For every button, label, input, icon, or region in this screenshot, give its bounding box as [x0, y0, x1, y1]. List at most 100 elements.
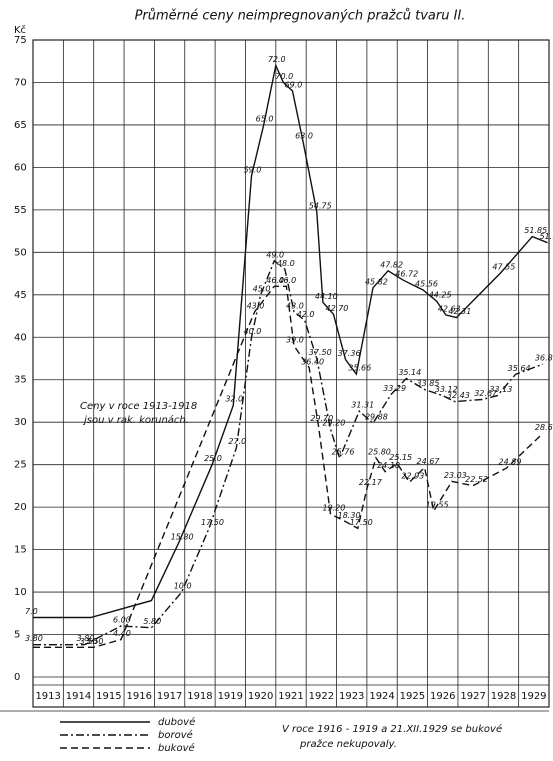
- data-label: 19.20: [322, 503, 345, 512]
- data-label: 37.36: [338, 349, 361, 358]
- data-label: 45.82: [365, 277, 388, 286]
- x-tick-label: 1923: [339, 691, 364, 702]
- data-label: 35.14: [398, 368, 421, 377]
- y-unit: Kč: [14, 24, 26, 36]
- y-tick-label: 70: [14, 77, 27, 88]
- data-label: 3.50: [86, 637, 104, 646]
- data-label: 23.03: [444, 471, 467, 480]
- data-label: 29.70: [310, 414, 333, 423]
- x-tick-label: 1916: [127, 691, 152, 702]
- data-label: 51.85: [524, 226, 547, 235]
- data-label: 42.70: [325, 304, 348, 313]
- data-label: 29.20: [322, 418, 345, 427]
- frame: [32, 39, 550, 708]
- data-label: 10.0: [174, 582, 192, 591]
- data-label: 24.67: [417, 457, 441, 466]
- x-tick-label: 1922: [309, 691, 334, 702]
- data-label: 42.31: [448, 307, 471, 316]
- data-label: 35.64: [508, 364, 531, 373]
- data-label: 70.0: [275, 72, 293, 81]
- x-tick-label: 1926: [430, 691, 455, 702]
- data-label: 31.31: [351, 401, 374, 410]
- data-label: 39.0: [286, 335, 304, 344]
- note: pražce nekupovaly.: [299, 738, 397, 750]
- data-label: 40.0: [244, 327, 262, 336]
- data-label: 32.0: [225, 395, 243, 404]
- data-label: 25.80: [368, 447, 391, 456]
- data-label: 36.40: [301, 357, 324, 366]
- x-tick-label: 1924: [369, 691, 394, 702]
- data-label: 17.50: [201, 518, 224, 527]
- series-line: [33, 285, 544, 648]
- x-tick-label: 1929: [521, 691, 546, 702]
- y-tick-label: 75: [14, 35, 27, 46]
- series-line: [33, 63, 548, 619]
- data-label: 33.29: [383, 384, 406, 393]
- data-label: 35.66: [348, 364, 371, 373]
- chart-title: Průměrné ceny neimpregnovaných pražců tv…: [135, 9, 466, 24]
- data-label: 42.63: [438, 304, 461, 313]
- legend-label: bukové: [158, 742, 195, 754]
- legend-label: borové: [158, 729, 193, 741]
- x-tick-label: 1914: [66, 691, 91, 702]
- x-tick-label: 1919: [218, 691, 243, 702]
- note: V roce 1916 - 1919 a 21.XII.1929 se buko…: [282, 723, 502, 735]
- data-label: 6.00: [113, 616, 131, 625]
- data-label: 4.40: [113, 629, 131, 638]
- data-label: 25.76: [332, 448, 355, 457]
- annotation: jsou v rak. korunách.: [82, 414, 189, 426]
- data-label: 44.25: [429, 291, 452, 300]
- data-label: 43.0: [247, 301, 265, 310]
- y-tick-label: 40: [14, 332, 27, 343]
- series-line: [33, 259, 544, 646]
- data-label: 45.0: [253, 284, 271, 293]
- data-label: 51.13: [539, 232, 553, 241]
- x-tick-label: 1925: [400, 691, 425, 702]
- data-label: 32.67: [474, 389, 498, 398]
- data-label: 24.59: [499, 458, 522, 467]
- data-label: 72.0: [268, 55, 286, 64]
- data-label: 63.0: [295, 131, 313, 140]
- data-label: 3.50: [80, 637, 98, 646]
- data-label: 28.69: [535, 423, 553, 432]
- y-tick-label: 50: [14, 247, 27, 258]
- data-label: 36.84: [535, 354, 553, 363]
- data-label: 3.80: [25, 634, 43, 643]
- data-label: 59.0: [244, 165, 262, 174]
- data-label: 29.88: [365, 413, 388, 422]
- data-label: 46.0: [278, 276, 296, 285]
- data-label: 17.50: [350, 518, 373, 527]
- x-tick-label: 1927: [460, 691, 485, 702]
- data-label: 5.80: [143, 617, 161, 626]
- y-tick-label: 45: [14, 290, 27, 301]
- y-tick-label: 30: [14, 417, 27, 428]
- data-label: 7.0: [25, 607, 38, 616]
- data-label: 24.18: [377, 461, 400, 470]
- data-label: 69.0: [285, 80, 303, 89]
- x-tick-label: 1915: [96, 691, 121, 702]
- data-label: 47.82: [380, 260, 403, 269]
- y-tick-label: 55: [14, 205, 27, 216]
- annotation: Ceny v roce 1913-1918: [80, 401, 197, 412]
- y-tick-label: 65: [14, 120, 27, 131]
- data-label: 25.15: [389, 453, 412, 462]
- x-tick-label: 1918: [187, 691, 212, 702]
- data-label: 33.85: [417, 379, 440, 388]
- y-tick-label: 60: [14, 162, 27, 173]
- y-tick-label: 10: [14, 587, 27, 598]
- data-label: 22.17: [359, 478, 383, 487]
- data-label: 48.0: [277, 259, 295, 268]
- data-label: 15.80: [171, 532, 194, 541]
- data-label: 46.72: [395, 270, 418, 279]
- x-tick-label: 1917: [157, 691, 182, 702]
- y-tick-label: 25: [14, 460, 27, 471]
- data-label: 37.50: [309, 348, 332, 357]
- data-label: 3.80: [77, 634, 95, 643]
- y-tick-label: 5: [14, 630, 20, 641]
- data-label: 25.0: [204, 454, 222, 463]
- data-label: 32.43: [447, 391, 470, 400]
- y-tick-label: 0: [14, 672, 20, 683]
- data-label: 22.93: [401, 472, 424, 481]
- x-tick-label: 1928: [491, 691, 516, 702]
